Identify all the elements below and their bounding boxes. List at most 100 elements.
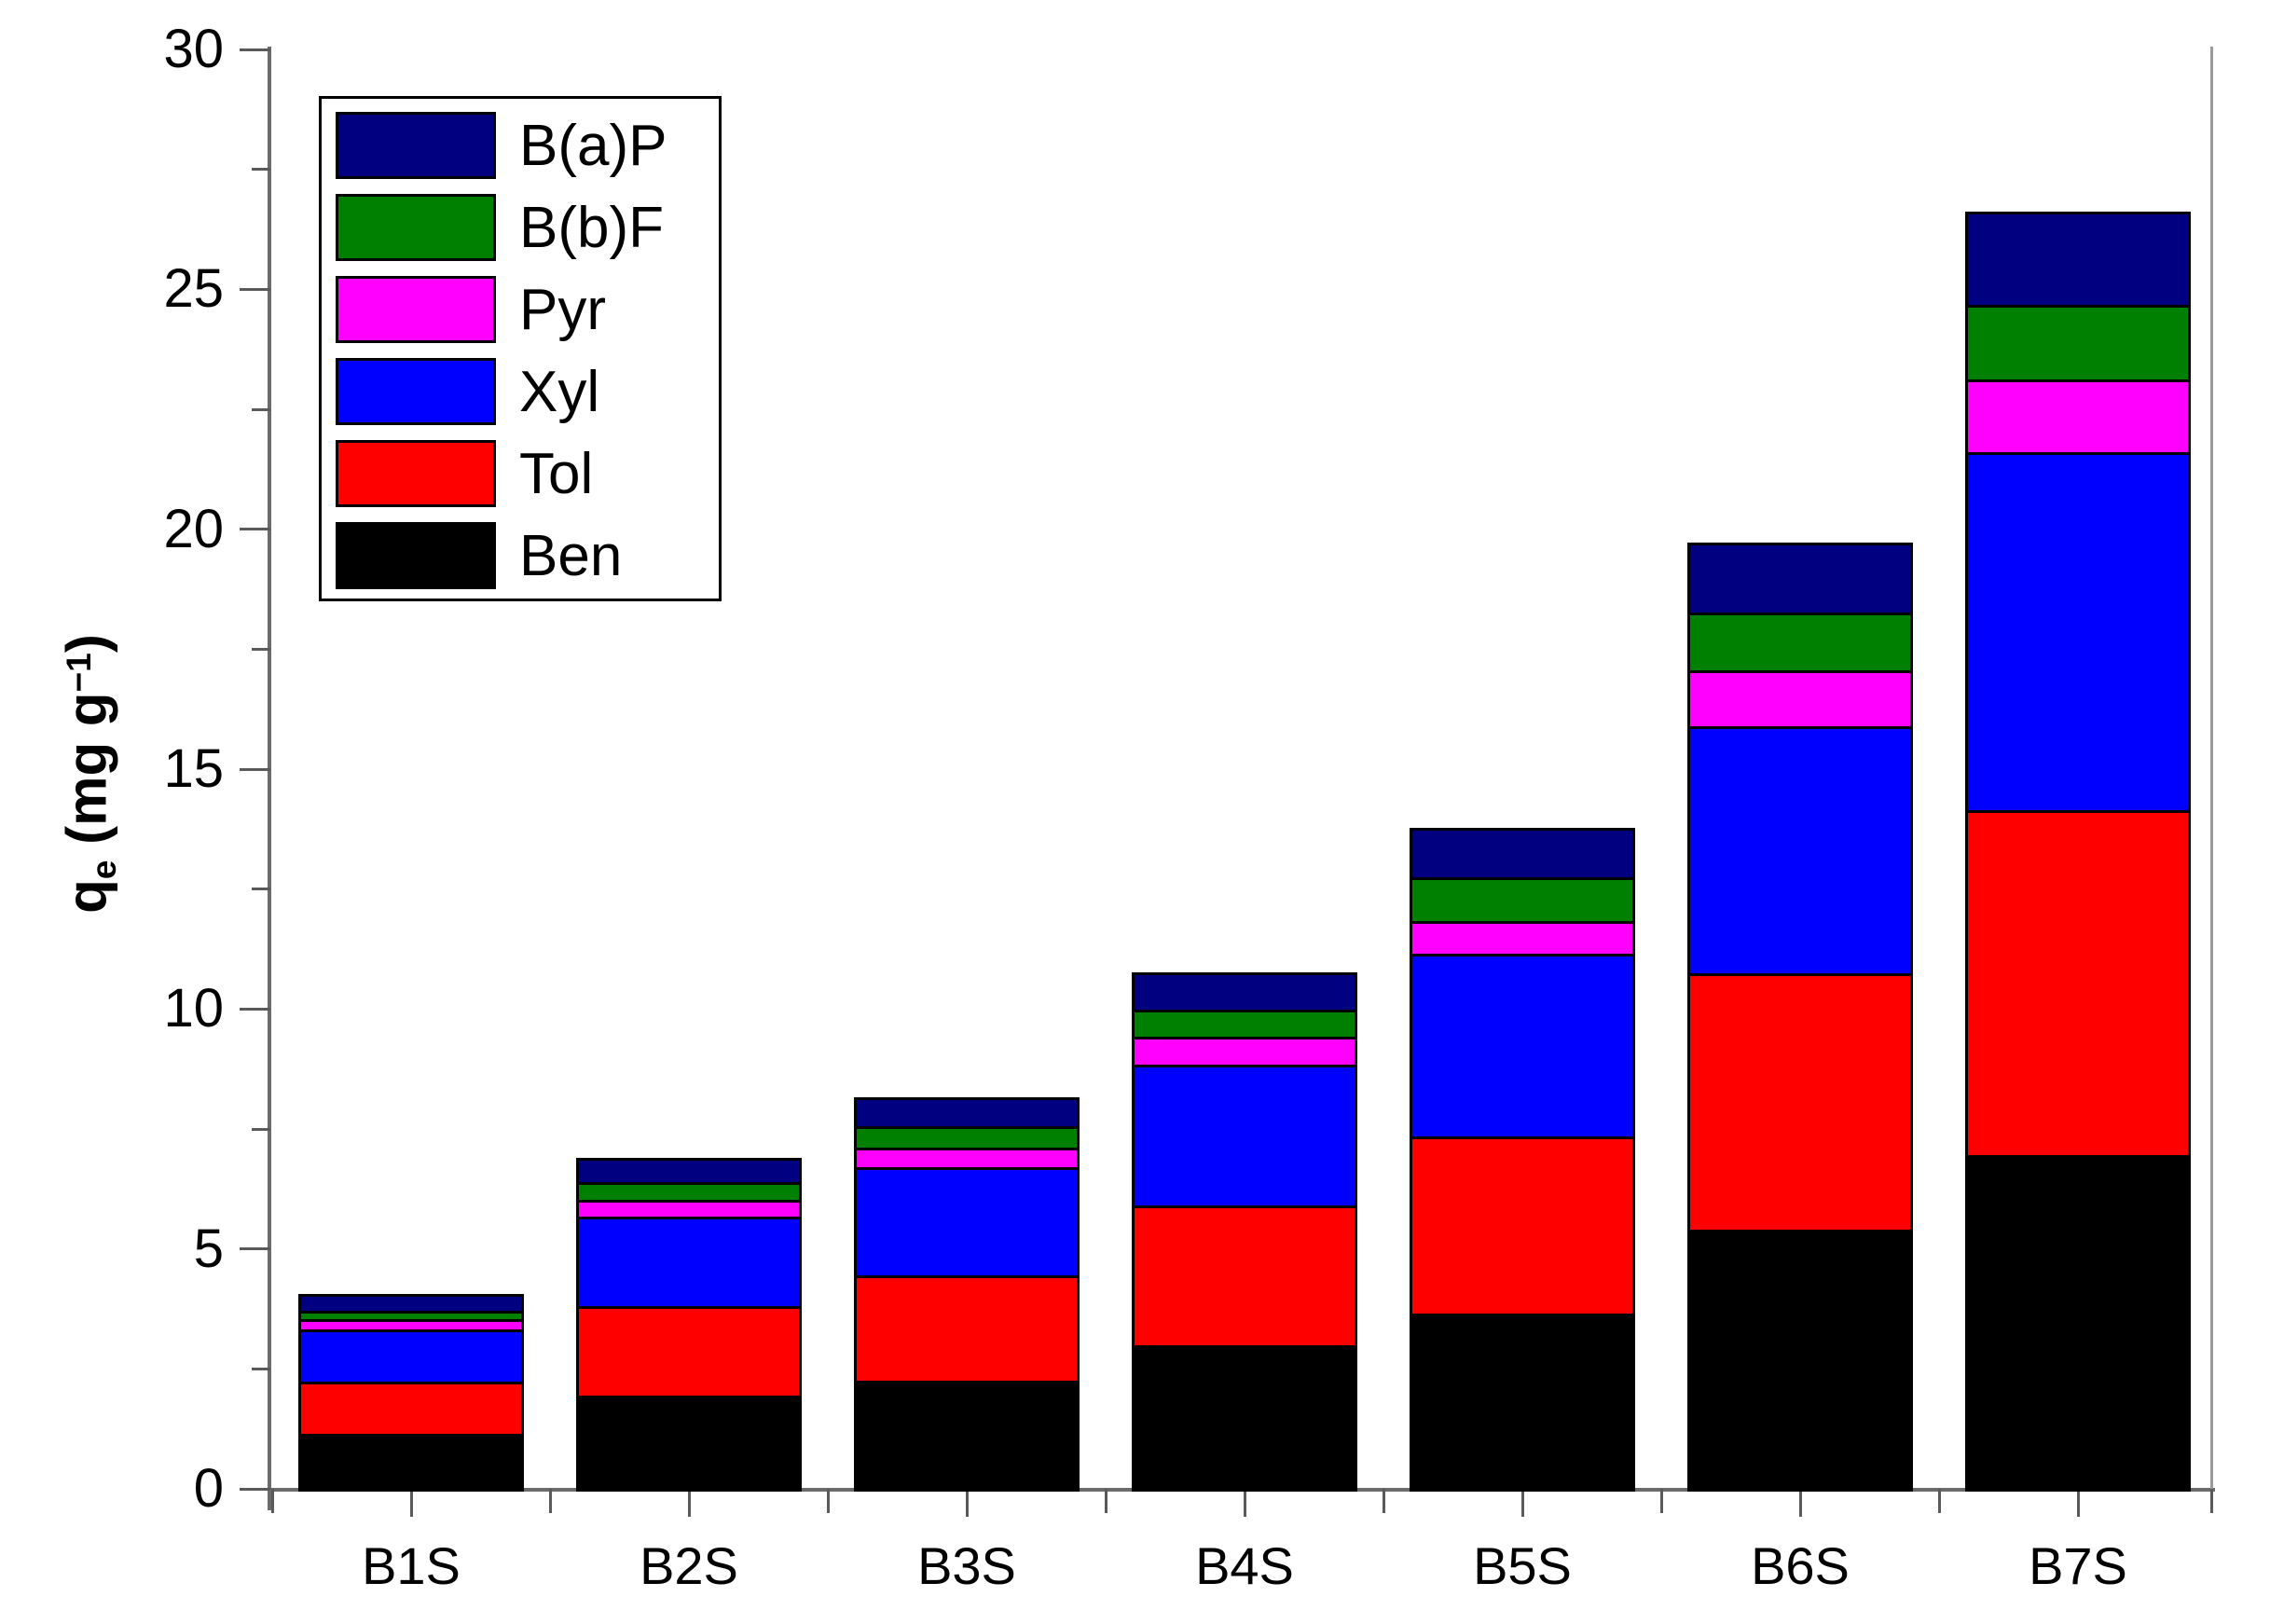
y-tick-label: 30 bbox=[163, 19, 224, 79]
bar-segment-b5s-bbf bbox=[1410, 877, 1635, 925]
x-major-tick bbox=[965, 1489, 969, 1517]
y-major-tick bbox=[240, 528, 270, 531]
x-division-tick bbox=[270, 1489, 274, 1513]
bar-segment-b5s-bap bbox=[1410, 828, 1635, 881]
x-major-tick bbox=[409, 1489, 413, 1517]
y-title-subscript: e bbox=[84, 860, 124, 880]
y-major-tick bbox=[240, 287, 270, 291]
x-division-tick bbox=[826, 1489, 830, 1513]
bar-segment-b6s-bbf bbox=[1687, 612, 1913, 674]
bar-segment-b3s-tol bbox=[854, 1274, 1080, 1384]
legend-label: Ben bbox=[519, 524, 623, 588]
y-axis-line bbox=[268, 47, 271, 1510]
x-tick-label-b2s: B2S bbox=[640, 1536, 738, 1595]
y-major-tick bbox=[240, 1487, 270, 1491]
bar-segment-b5s-pyr bbox=[1410, 921, 1635, 957]
x-major-tick bbox=[1798, 1489, 1802, 1517]
y-tick-label: 25 bbox=[163, 258, 224, 320]
right-frame-line bbox=[2210, 47, 2213, 1492]
bar-segment-b3s-xyl bbox=[854, 1167, 1080, 1278]
x-tick-label-b6s: B6S bbox=[1751, 1536, 1850, 1595]
legend-row: Xyl bbox=[322, 358, 719, 433]
bar-segment-b6s-bap bbox=[1687, 543, 1913, 615]
y-major-tick bbox=[240, 1007, 270, 1011]
x-division-tick bbox=[1382, 1489, 1385, 1513]
bar-segment-b2s-pyr bbox=[576, 1199, 802, 1220]
x-major-tick bbox=[1520, 1489, 1524, 1517]
bar-segment-b7s-tol bbox=[1965, 809, 2191, 1159]
bar-segment-b4s-xyl bbox=[1132, 1064, 1357, 1209]
legend-label: Pyr bbox=[519, 278, 606, 342]
legend-row: B(b)F bbox=[322, 194, 719, 268]
legend-swatch-pyr bbox=[336, 276, 496, 343]
bar-segment-b3s-ben bbox=[854, 1381, 1080, 1492]
y-tick-label: 10 bbox=[163, 978, 224, 1039]
y-major-tick bbox=[240, 48, 270, 51]
bar-segment-b6s-pyr bbox=[1687, 670, 1913, 729]
bar-segment-b1s-xyl bbox=[298, 1328, 524, 1385]
bar-segment-b4s-tol bbox=[1132, 1205, 1357, 1348]
bar-segment-b7s-bbf bbox=[1965, 305, 2191, 383]
x-tick-label-b3s: B3S bbox=[917, 1536, 1016, 1595]
legend: B(a)P B(b)F Pyr Xyl Tol Ben bbox=[319, 96, 722, 601]
bar-segment-b2s-ben bbox=[576, 1395, 802, 1492]
bar-segment-b1s-tol bbox=[298, 1382, 524, 1437]
legend-label: Xyl bbox=[519, 360, 600, 424]
bar-segment-b7s-bap bbox=[1965, 211, 2191, 309]
x-tick-label-b7s: B7S bbox=[2029, 1536, 2127, 1595]
y-minor-tick bbox=[252, 647, 270, 651]
y-minor-tick bbox=[252, 1367, 270, 1370]
x-tick-label-b1s: B1S bbox=[362, 1536, 461, 1595]
legend-row: Pyr bbox=[322, 276, 719, 351]
x-division-tick bbox=[1659, 1489, 1663, 1513]
bar-segment-b2s-bap bbox=[576, 1157, 802, 1186]
x-division-tick bbox=[548, 1489, 552, 1513]
bar-segment-b5s-tol bbox=[1410, 1135, 1635, 1317]
bar-segment-b4s-bap bbox=[1132, 972, 1357, 1012]
bar-segment-b6s-tol bbox=[1687, 972, 1913, 1233]
y-minor-tick bbox=[252, 1127, 270, 1131]
y-tick-label: 5 bbox=[193, 1218, 224, 1279]
bar-segment-b7s-pyr bbox=[1965, 379, 2191, 456]
x-major-tick bbox=[687, 1489, 691, 1517]
bar-segment-b3s-pyr bbox=[854, 1147, 1080, 1171]
y-major-tick bbox=[240, 767, 270, 771]
bar-segment-b4s-pyr bbox=[1132, 1036, 1357, 1067]
bar-segment-b5s-ben bbox=[1410, 1314, 1635, 1492]
y-minor-tick bbox=[252, 168, 270, 172]
bar-segment-b1s-bap bbox=[298, 1294, 524, 1314]
y-minor-tick bbox=[252, 888, 270, 891]
legend-label: B(b)F bbox=[519, 196, 664, 260]
y-major-tick bbox=[240, 1247, 270, 1251]
legend-row: Tol bbox=[322, 440, 719, 515]
bar-segment-b7s-ben bbox=[1965, 1155, 2191, 1492]
x-division-tick bbox=[1104, 1489, 1107, 1513]
x-division-tick bbox=[2209, 1489, 2213, 1513]
bar-segment-b1s-ben bbox=[298, 1433, 524, 1492]
y-minor-tick bbox=[252, 407, 270, 411]
bar-segment-b4s-ben bbox=[1132, 1344, 1357, 1492]
legend-swatch-bap bbox=[336, 112, 496, 179]
bar-segment-b6s-xyl bbox=[1687, 725, 1913, 976]
bar-segment-b6s-ben bbox=[1687, 1230, 1913, 1492]
legend-row: Ben bbox=[322, 522, 719, 597]
x-major-tick bbox=[2076, 1489, 2080, 1517]
x-tick-label-b4s: B4S bbox=[1195, 1536, 1294, 1595]
bar-segment-b2s-xyl bbox=[576, 1217, 802, 1309]
y-title-superscript: −1 bbox=[59, 653, 98, 693]
x-tick-label-b5s: B5S bbox=[1473, 1536, 1572, 1595]
y-tick-label: 0 bbox=[193, 1458, 224, 1519]
legend-swatch-ben bbox=[336, 522, 496, 589]
y-tick-label: 15 bbox=[163, 738, 224, 799]
bar-segment-b4s-bbf bbox=[1132, 1009, 1357, 1039]
bar-segment-b2s-bbf bbox=[576, 1182, 802, 1203]
legend-label: Tol bbox=[519, 442, 594, 506]
bar-segment-b3s-bbf bbox=[854, 1126, 1080, 1150]
legend-label: B(a)P bbox=[519, 114, 667, 178]
bar-segment-b2s-tol bbox=[576, 1305, 802, 1398]
y-title-end: ) bbox=[55, 634, 118, 654]
legend-row: B(a)P bbox=[322, 112, 719, 186]
bar-segment-b3s-bap bbox=[854, 1097, 1080, 1130]
legend-swatch-bbf bbox=[336, 194, 496, 261]
x-division-tick bbox=[1937, 1489, 1941, 1513]
